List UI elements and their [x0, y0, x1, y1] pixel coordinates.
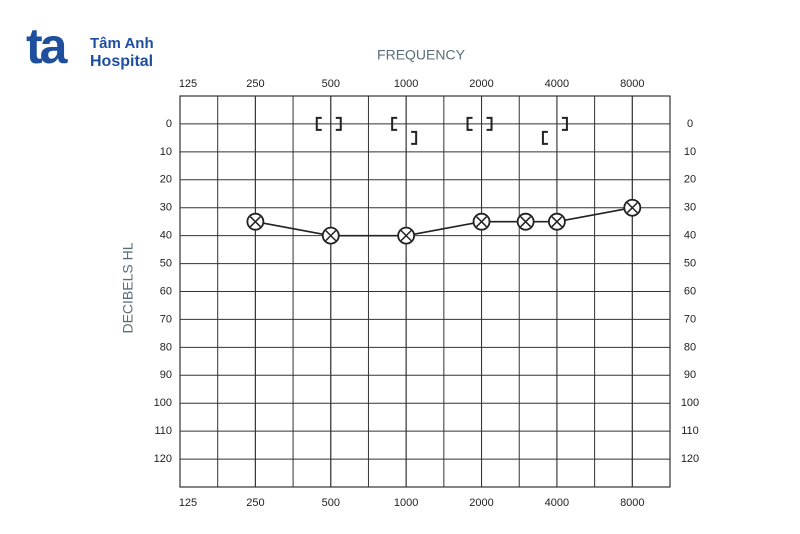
marker-x [325, 230, 337, 242]
y-tick-label-right: 0 [687, 118, 693, 130]
logo-mark: ta [26, 18, 69, 74]
marker-left-bracket [315, 116, 322, 131]
y-tick-label-right: 30 [684, 202, 696, 214]
y-tick-label-left: 40 [160, 230, 172, 242]
x-tick-label-bottom: 8000 [620, 497, 644, 509]
y-axis-label: DECIBELS HL [120, 242, 136, 333]
marker-x [551, 216, 563, 228]
logo-line1: Tâm Anh [90, 35, 154, 52]
x-tick-label-bottom: 500 [322, 497, 340, 509]
logo: ta Tâm Anh Hospital [26, 18, 154, 74]
marker-left-bracket [541, 130, 548, 145]
y-tick-label-right: 90 [684, 369, 696, 381]
x-tick-label-bottom: 250 [246, 497, 264, 509]
marker-x [520, 216, 532, 228]
x-tick-label-bottom: 1000 [394, 497, 418, 509]
x-tick-label-bottom: 2000 [469, 497, 493, 509]
x-tick-label-bottom: 125 [179, 497, 197, 509]
y-tick-label-left: 100 [154, 397, 172, 409]
logo-line2: Hospital [90, 53, 153, 70]
y-tick-label-left: 10 [160, 146, 172, 158]
y-tick-label-left: 80 [160, 341, 172, 353]
y-tick-label-right: 80 [684, 341, 696, 353]
marker-right-bracket [486, 116, 493, 131]
y-tick-label-right: 40 [684, 230, 696, 242]
marker-right-bracket [561, 116, 568, 131]
y-tick-label-right: 120 [681, 453, 699, 465]
x-tick-label-top: 1000 [394, 78, 418, 90]
y-tick-label-left: 110 [154, 425, 172, 437]
y-tick-label-left: 30 [160, 202, 172, 214]
x-tick-label-top: 4000 [545, 78, 569, 90]
y-tick-label-right: 110 [681, 425, 699, 437]
y-tick-label-left: 60 [160, 285, 172, 297]
x-tick-label-top: 500 [322, 78, 340, 90]
y-tick-label-right: 70 [684, 313, 696, 325]
marker-left-bracket [391, 116, 398, 131]
x-tick-label-top: 250 [246, 78, 264, 90]
y-tick-label-left: 70 [160, 313, 172, 325]
marker-right-bracket [335, 116, 342, 131]
y-tick-label-right: 10 [684, 146, 696, 158]
marker-x [476, 216, 488, 228]
y-tick-label-left: 20 [160, 174, 172, 186]
chart-title: FREQUENCY [377, 47, 466, 63]
y-tick-label-left: 90 [160, 369, 172, 381]
y-tick-label-right: 100 [681, 397, 699, 409]
x-tick-label-top: 2000 [469, 78, 493, 90]
marker-x [626, 202, 638, 214]
y-tick-label-right: 20 [684, 174, 696, 186]
x-tick-label-top: 8000 [620, 78, 644, 90]
y-tick-label-left: 120 [154, 453, 172, 465]
x-tick-label-bottom: 4000 [545, 497, 569, 509]
marker-x [400, 230, 412, 242]
y-tick-label-right: 50 [684, 257, 696, 269]
y-tick-label-left: 0 [166, 118, 172, 130]
y-tick-label-left: 50 [160, 257, 172, 269]
marker-right-bracket [411, 130, 418, 145]
x-tick-label-top: 125 [179, 78, 197, 90]
y-tick-label-right: 60 [684, 285, 696, 297]
marker-left-bracket [466, 116, 473, 131]
marker-x [249, 216, 261, 228]
